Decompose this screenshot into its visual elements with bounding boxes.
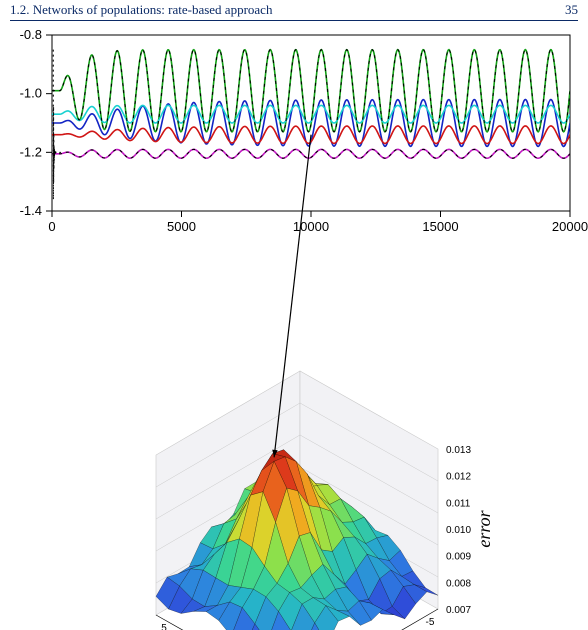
surface-plot: -5-4-3-2-105101520250.0130.0120.0110.010… — [156, 371, 494, 630]
z3d-tick: 0.007 — [446, 605, 471, 616]
x3d-tick: -5 — [426, 617, 435, 628]
figure-svg: -0.8-1.0-1.2-1.405000100001500020000-5-4… — [0, 21, 588, 630]
z3d-tick: 0.013 — [446, 445, 471, 456]
page-header: 1.2. Networks of populations: rate-based… — [10, 0, 578, 21]
z3d-tick: 0.012 — [446, 472, 471, 483]
ytick-label: -1.4 — [20, 203, 42, 218]
y3d-tick: 5 — [161, 623, 167, 630]
section-title: 1.2. Networks of populations: rate-based… — [10, 2, 272, 20]
ytick-label: -0.8 — [20, 27, 42, 42]
figure-area: -0.8-1.0-1.2-1.405000100001500020000-5-4… — [0, 21, 588, 630]
xtick-label: 5000 — [167, 219, 196, 234]
z3d-tick: 0.009 — [446, 552, 471, 563]
z3d-tick: 0.008 — [446, 578, 471, 589]
page-number: 35 — [565, 2, 578, 20]
xtick-label: 20000 — [552, 219, 588, 234]
z3d-tick: 0.011 — [446, 498, 471, 509]
z3d-label: error — [474, 509, 494, 547]
xtick-label: 15000 — [422, 219, 458, 234]
z3d-tick: 0.010 — [446, 525, 471, 536]
ytick-label: -1.0 — [20, 86, 42, 101]
ytick-label: -1.2 — [20, 144, 42, 159]
xtick-label: 0 — [48, 219, 55, 234]
xtick-label: 10000 — [293, 219, 329, 234]
